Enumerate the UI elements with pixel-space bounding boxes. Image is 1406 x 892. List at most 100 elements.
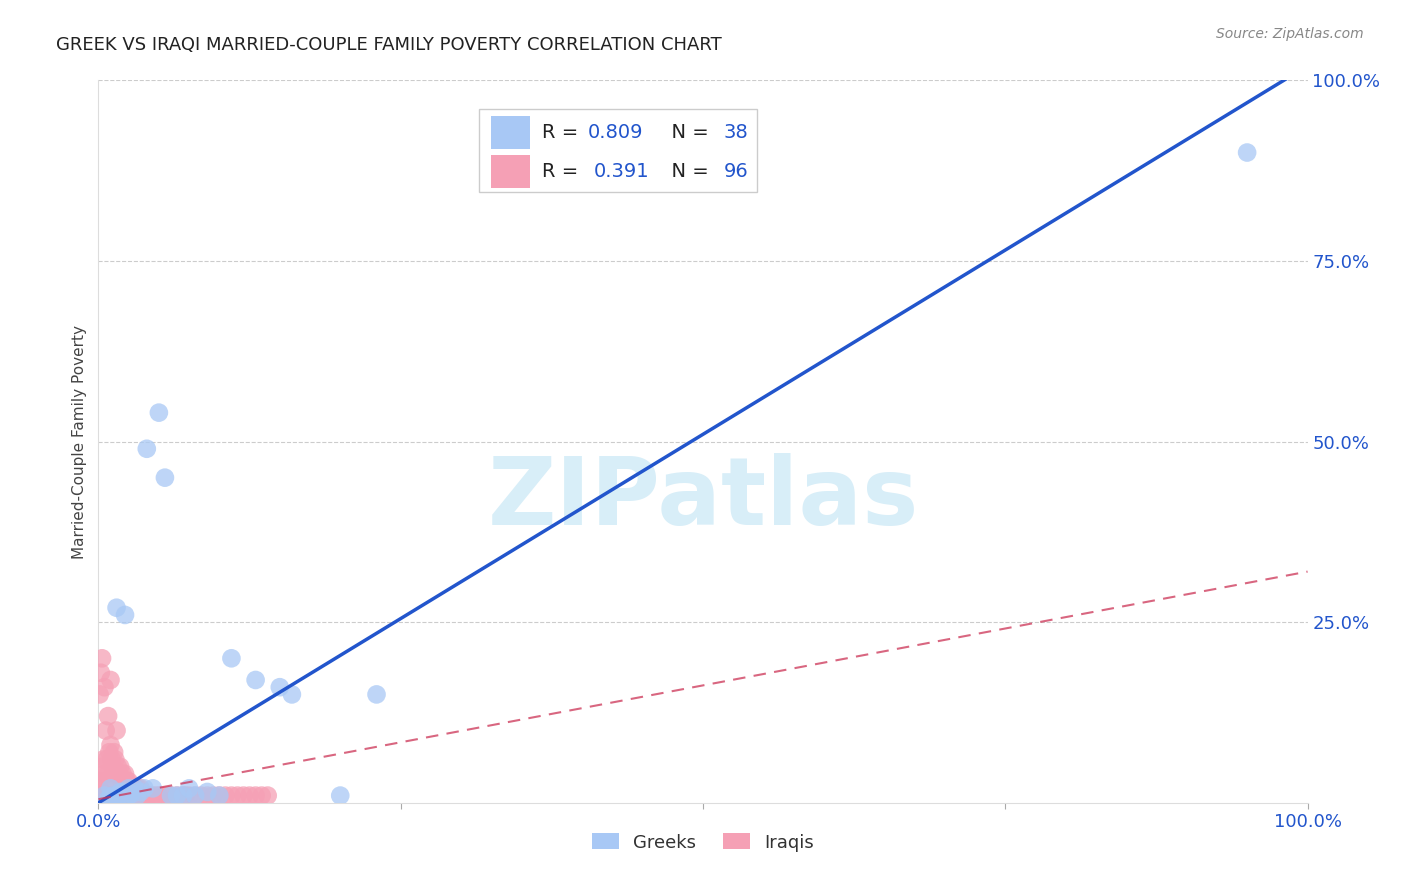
Point xyxy=(250,789,273,803)
Point xyxy=(142,781,165,796)
Point xyxy=(129,781,152,796)
Point xyxy=(94,723,117,738)
Point xyxy=(127,781,149,796)
Bar xyxy=(492,116,530,149)
Point xyxy=(245,789,267,803)
Text: 38: 38 xyxy=(724,123,748,142)
Point xyxy=(100,673,122,687)
Point xyxy=(135,789,157,803)
Point xyxy=(93,789,115,803)
Point xyxy=(103,790,125,805)
Point xyxy=(131,789,153,803)
Point xyxy=(174,789,197,803)
Point xyxy=(281,687,304,701)
Point xyxy=(108,760,131,774)
Point xyxy=(208,789,231,803)
Point xyxy=(184,789,207,803)
Point xyxy=(97,789,120,803)
Point xyxy=(128,789,150,803)
Point xyxy=(202,789,225,803)
Point xyxy=(105,723,128,738)
Point xyxy=(100,789,122,803)
Point xyxy=(91,651,114,665)
Point xyxy=(269,680,291,694)
Text: 0.809: 0.809 xyxy=(588,123,644,142)
Point xyxy=(107,789,129,803)
Point xyxy=(91,752,114,766)
Point xyxy=(108,789,131,803)
Point xyxy=(107,760,129,774)
Point xyxy=(96,789,118,803)
Point xyxy=(245,673,267,687)
Point xyxy=(114,789,136,803)
Point xyxy=(115,789,138,803)
Point xyxy=(166,789,188,803)
Point xyxy=(117,789,139,803)
Point xyxy=(127,789,149,803)
Point xyxy=(115,774,138,789)
Point xyxy=(114,607,136,622)
Point xyxy=(239,789,262,803)
Point xyxy=(134,781,156,796)
Text: R =: R = xyxy=(543,123,585,142)
Point xyxy=(226,789,249,803)
Point xyxy=(93,680,115,694)
Point xyxy=(221,651,243,665)
Point xyxy=(195,789,218,803)
Point xyxy=(118,774,141,789)
Point xyxy=(195,785,218,799)
Point xyxy=(153,470,176,484)
Point xyxy=(89,789,111,803)
Point xyxy=(148,789,170,803)
Point xyxy=(214,789,236,803)
Point xyxy=(129,785,152,799)
Point xyxy=(100,774,122,789)
Point xyxy=(148,406,170,420)
Point xyxy=(110,774,132,789)
Point xyxy=(111,785,134,799)
Y-axis label: Married-Couple Family Poverty: Married-Couple Family Poverty xyxy=(72,325,87,558)
Point xyxy=(117,774,139,789)
Point xyxy=(108,789,131,803)
Point xyxy=(105,789,128,803)
Point xyxy=(1236,145,1258,160)
Point xyxy=(135,442,157,456)
Point xyxy=(100,781,122,796)
Text: N =: N = xyxy=(659,162,716,181)
Point xyxy=(114,767,136,781)
Point xyxy=(91,789,114,803)
Point xyxy=(115,789,138,803)
Point xyxy=(145,789,167,803)
Point xyxy=(118,789,141,803)
Point xyxy=(125,781,148,796)
Point xyxy=(121,789,143,803)
Text: 96: 96 xyxy=(724,162,748,181)
Point xyxy=(98,789,121,803)
Point xyxy=(172,789,194,803)
Point xyxy=(104,752,127,766)
Point xyxy=(97,767,120,781)
Point xyxy=(100,738,122,752)
Point xyxy=(160,789,183,803)
Point xyxy=(105,792,128,806)
Text: 0.391: 0.391 xyxy=(595,162,650,181)
Legend: Greeks, Iraqis: Greeks, Iraqis xyxy=(585,826,821,859)
Point xyxy=(160,789,183,803)
Point xyxy=(101,760,124,774)
Point xyxy=(256,789,278,803)
Point xyxy=(111,789,134,803)
Point xyxy=(329,789,352,803)
Point xyxy=(232,789,254,803)
Point xyxy=(90,774,112,789)
Point xyxy=(91,789,114,803)
Point xyxy=(94,789,117,803)
Point xyxy=(142,789,165,803)
Point xyxy=(103,745,125,759)
Point xyxy=(118,789,141,803)
Point xyxy=(93,789,115,803)
Point xyxy=(101,789,124,803)
Point xyxy=(157,789,180,803)
Point xyxy=(100,790,122,805)
Point xyxy=(179,789,201,803)
Text: N =: N = xyxy=(659,123,716,142)
